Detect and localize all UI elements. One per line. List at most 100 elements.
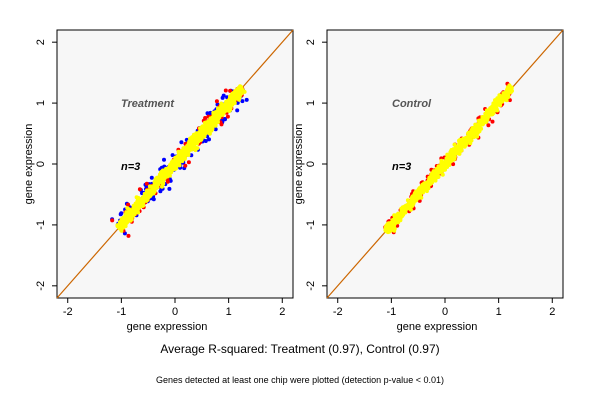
data-point	[187, 148, 192, 153]
data-point	[136, 210, 141, 215]
data-point	[503, 96, 508, 101]
data-point	[445, 152, 450, 157]
data-point	[183, 163, 188, 168]
y-tick-label: -1	[35, 220, 47, 230]
x-tick-label: 1	[496, 306, 502, 318]
x-tick-label: -1	[116, 306, 126, 318]
x-tick-label: 0	[442, 306, 448, 318]
data-point	[235, 108, 240, 113]
x-axis-label: gene expression	[127, 321, 208, 333]
scatter-panel-treatment: -2 -1 0 1 2 -2 -1 0 1 2 gene expression gene expres…	[23, 29, 294, 333]
data-point	[448, 157, 453, 161]
data-point	[121, 224, 126, 229]
data-point	[457, 151, 462, 156]
data-point	[486, 123, 491, 128]
data-point	[239, 86, 244, 91]
data-point	[117, 226, 122, 231]
data-points	[383, 81, 514, 235]
data-point	[417, 188, 421, 193]
data-point	[240, 99, 245, 104]
data-point	[198, 126, 202, 131]
data-point	[124, 220, 129, 225]
data-point	[386, 221, 391, 226]
data-point	[388, 228, 393, 233]
data-point	[186, 141, 191, 146]
y-tick-label: 2	[35, 39, 47, 45]
data-point	[203, 139, 208, 143]
data-point	[146, 195, 151, 199]
sample-count: n=3	[121, 161, 140, 173]
data-point	[429, 172, 434, 177]
data-point	[190, 135, 195, 140]
data-point	[134, 195, 139, 200]
data-point	[137, 187, 142, 192]
y-tick-label: 1	[305, 100, 317, 106]
data-point	[196, 139, 201, 144]
data-point	[422, 183, 427, 188]
data-point	[407, 205, 412, 210]
data-point	[392, 217, 397, 222]
data-point	[161, 173, 166, 178]
data-point	[476, 125, 481, 130]
data-point	[186, 160, 191, 165]
data-point	[459, 138, 464, 143]
y-tick-label: -2	[35, 281, 47, 291]
data-point	[191, 142, 196, 147]
data-point	[483, 114, 488, 119]
data-point	[203, 128, 208, 133]
data-point	[128, 213, 133, 217]
data-point	[424, 189, 429, 194]
data-point	[504, 91, 509, 96]
data-point	[219, 122, 224, 127]
data-point	[238, 90, 243, 95]
data-point	[119, 211, 124, 216]
data-point	[110, 218, 115, 223]
x-axis-label: gene expression	[397, 321, 478, 333]
data-point	[473, 126, 477, 131]
data-points	[110, 84, 249, 238]
data-point	[471, 132, 476, 137]
data-point	[232, 93, 236, 98]
data-point	[149, 175, 154, 180]
data-point	[482, 118, 487, 123]
data-point	[207, 131, 212, 136]
data-point	[144, 181, 149, 186]
data-point	[136, 202, 141, 207]
data-point	[160, 168, 165, 173]
data-point	[459, 148, 464, 153]
data-point	[451, 162, 456, 167]
data-point	[430, 180, 435, 185]
data-point	[412, 194, 417, 199]
data-point	[448, 152, 453, 157]
data-point	[170, 153, 175, 158]
data-point	[207, 137, 211, 142]
data-point	[128, 209, 133, 214]
data-point	[216, 106, 220, 111]
data-point	[225, 105, 230, 110]
data-point	[150, 188, 154, 193]
data-point	[197, 134, 202, 139]
data-point	[432, 171, 437, 176]
data-point	[459, 144, 463, 149]
data-point	[400, 211, 404, 216]
data-point	[229, 95, 233, 100]
data-point	[462, 144, 467, 149]
data-point	[213, 113, 218, 118]
data-point	[497, 102, 502, 107]
data-point	[440, 172, 445, 177]
data-point	[505, 87, 509, 92]
scatter-panel-control: -2 -1 0 1 2 -2 -1 0 1 2 gene expression gene expres…	[293, 29, 564, 333]
data-point	[403, 207, 408, 211]
x-tick-label: 0	[172, 306, 178, 318]
data-point	[384, 229, 389, 234]
data-point	[403, 210, 408, 215]
y-tick-label: -1	[305, 220, 317, 230]
data-point	[162, 157, 166, 162]
data-point	[478, 118, 483, 123]
data-point	[490, 109, 495, 114]
data-point	[232, 101, 237, 105]
data-point	[223, 88, 228, 93]
data-point	[426, 180, 431, 185]
x-tick-label: 2	[549, 306, 555, 318]
y-tick-label: 0	[35, 161, 47, 167]
